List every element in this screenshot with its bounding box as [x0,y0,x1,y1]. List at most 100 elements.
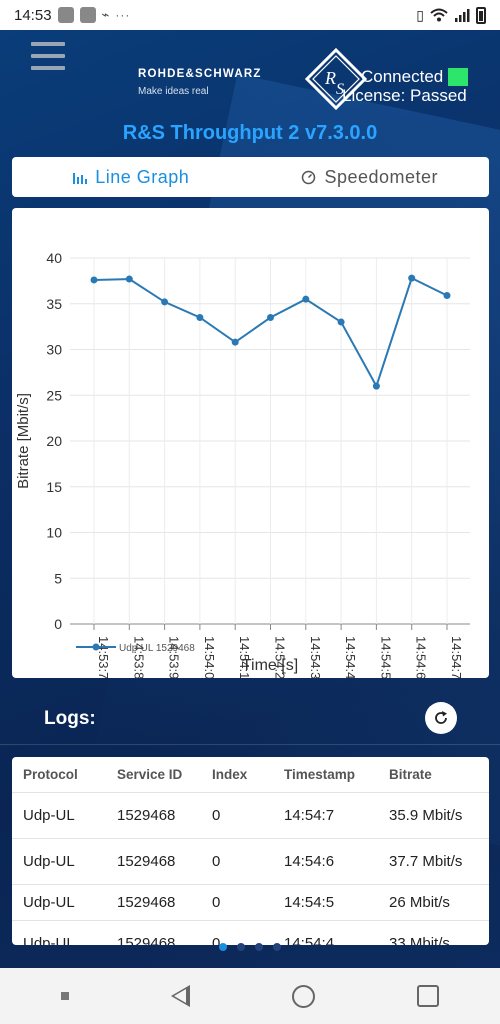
table-row[interactable]: Udp-UL 1529468 0 14:54:6 37.7 Mbit/s [12,839,489,885]
y-tick-label: 20 [46,433,62,449]
cell-timestamp: 14:54:4 [284,935,335,945]
cell-protocol: Udp-UL [23,853,75,870]
x-tick-label: 14:54:3 [308,636,323,678]
recent-apps-icon[interactable] [417,985,439,1007]
y-tick-label: 25 [46,387,62,403]
cell-bitrate: 26 Mbit/s [389,893,450,911]
license-status: License: Passed [342,86,467,105]
data-point [337,318,345,326]
brand-name: ROHDE&SCHWARZ [138,68,262,80]
refresh-icon [435,711,447,724]
vibrate-icon: ▯ [416,6,424,23]
speedometer-icon [302,170,316,184]
table-header: Protocol Service ID Index Timestamp Bitr… [12,757,489,793]
hand-icon [57,7,74,23]
bar-chart-icon [73,172,88,184]
data-point [267,313,274,321]
cell-service-id: 1529468 [117,894,176,911]
column-header-bitrate: Bitrate [389,766,432,782]
y-tick-label: 0 [54,616,62,632]
cell-bitrate: 33 Mbit/s [389,934,450,946]
connection-led-icon [448,68,469,86]
cell-timestamp: 14:54:6 [284,853,335,870]
connection-status: Connected [361,67,469,87]
x-tick-label: 14:53:9 [167,636,182,678]
x-tick-label: 14:53:8 [131,636,146,678]
battery-icon [476,6,486,24]
page-dot[interactable] [255,943,263,951]
x-tick-label: 14:54:7 [449,636,464,678]
cell-protocol: Udp-UL [23,894,75,911]
y-tick-label: 15 [46,479,62,495]
home-icon[interactable] [292,984,315,1008]
x-tick-label: 14:53:7 [96,636,111,678]
logs-heading: Logs: [44,708,96,729]
cell-timestamp: 14:54:7 [284,807,335,824]
data-point [125,275,133,283]
data-point [408,274,416,282]
column-header-service-id: Service ID [117,767,183,782]
cell-service-id: 1529468 [117,853,176,870]
data-point [161,298,169,306]
data-point [196,313,204,321]
page-dot[interactable] [273,943,281,951]
cell-bitrate: 37.7 Mbit/s [389,852,463,870]
brand: ROHDE&SCHWARZ Make ideas real [138,68,262,97]
y-tick-label: 40 [46,250,62,266]
hamburger-menu-icon[interactable] [31,42,65,72]
view-tabs: Line Graph Speedometer [12,157,489,197]
table-row[interactable]: Udp-UL 1529468 0 14:54:5 26 Mbit/s [12,885,489,921]
column-header-timestamp: Timestamp [284,767,356,782]
column-header-index: Index [212,767,248,782]
divider [0,744,500,745]
data-point [372,382,380,390]
rs-logo-icon: R S [305,48,367,110]
y-tick-label: 35 [46,296,62,312]
status-bar: 14:53 ⌁ ··· ▯ [0,0,500,30]
legend-marker [92,643,100,651]
line-chart-panel: 0 5 10 15 20 25 30 35 40 14:53:7 14:53:8 14:53:9 14:… [12,208,489,678]
column-header-protocol: Protocol [23,767,78,782]
data-point [302,295,310,303]
tab-speedometer[interactable]: Speedometer [251,157,490,197]
back-icon[interactable] [171,985,190,1007]
cell-service-id: 1529468 [117,807,176,824]
legend-label: Udp-UL 1529468 [119,643,195,654]
cell-timestamp: 14:54:5 [284,894,335,911]
x-tick-label: 14:54:5 [378,636,393,678]
tab-line-graph[interactable]: Line Graph [12,157,251,197]
table-row[interactable]: Udp-UL 1529468 0 14:54:4 33 Mbit/s [12,921,489,946]
y-tick-label: 30 [46,342,62,358]
tab-speedometer-label: Speedometer [324,166,439,187]
brand-tagline: Make ideas real [138,86,209,97]
y-tick-label: 5 [54,570,62,586]
status-time: 14:53 [14,6,52,24]
page-dot[interactable] [219,943,227,951]
x-tick-label: 14:54:1 [237,636,252,678]
image-icon [79,7,96,23]
data-point [231,338,239,346]
cell-protocol: Udp-UL [23,935,75,945]
y-tick-label: 10 [46,525,62,541]
page-dot[interactable] [237,943,245,951]
cell-bitrate: 35.9 Mbit/s [389,806,463,824]
tab-line-graph-label: Line Graph [95,166,190,187]
cell-index: 0 [212,853,221,870]
svg-text:R: R [324,68,336,88]
refresh-button[interactable] [425,702,457,734]
data-point [90,276,98,284]
cell-service-id: 1529468 [117,935,176,945]
table-row[interactable]: Udp-UL 1529468 0 14:54:7 35.9 Mbit/s [12,793,489,839]
x-axis-label: Time [s] [242,657,298,674]
page-indicator [0,943,500,951]
cell-protocol: Udp-UL [23,807,75,824]
app-screen: ROHDE&SCHWARZ Make ideas real R S Connec… [0,30,500,968]
more-dots-icon: ··· [115,8,131,22]
page-title: R&S Throughput 2 v7.3.0.0 [122,122,378,144]
y-axis-label: Bitrate [Mbit/s] [15,393,32,489]
square-icon[interactable] [61,992,69,1000]
x-tick-label: 14:54:6 [414,636,429,678]
cell-index: 0 [212,807,221,824]
wifi-icon [430,8,448,22]
usb-icon: ⌁ [101,7,110,22]
